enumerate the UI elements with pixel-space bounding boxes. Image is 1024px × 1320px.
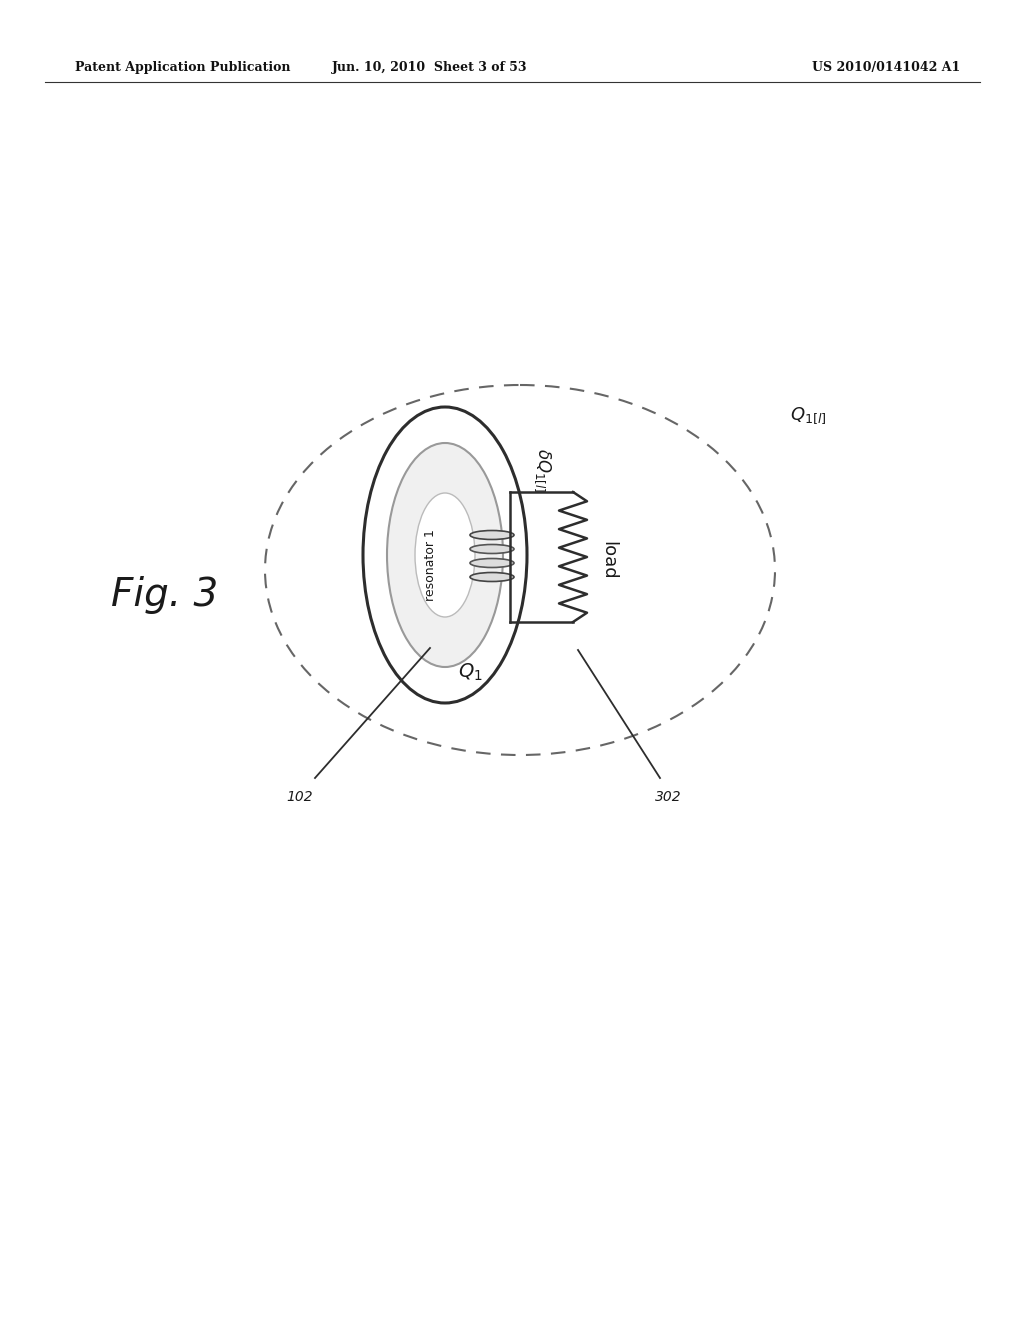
Text: 102: 102: [287, 789, 313, 804]
Text: US 2010/0141042 A1: US 2010/0141042 A1: [812, 62, 961, 74]
Ellipse shape: [470, 558, 514, 568]
Ellipse shape: [387, 444, 503, 667]
Text: resonator 1: resonator 1: [424, 529, 436, 601]
Text: load: load: [599, 541, 617, 579]
Text: $Q_{1[l]}$: $Q_{1[l]}$: [790, 405, 826, 425]
Ellipse shape: [470, 544, 514, 553]
Text: 302: 302: [654, 789, 681, 804]
Ellipse shape: [362, 407, 527, 704]
Text: Fig. 3: Fig. 3: [112, 576, 219, 614]
Ellipse shape: [470, 531, 514, 540]
Ellipse shape: [415, 492, 475, 616]
Text: $Q_1$: $Q_1$: [458, 661, 482, 682]
Text: Patent Application Publication: Patent Application Publication: [75, 62, 291, 74]
Text: $\delta Q_{1[l]}$: $\delta Q_{1[l]}$: [534, 447, 553, 492]
Text: Jun. 10, 2010  Sheet 3 of 53: Jun. 10, 2010 Sheet 3 of 53: [332, 62, 527, 74]
Ellipse shape: [470, 573, 514, 582]
